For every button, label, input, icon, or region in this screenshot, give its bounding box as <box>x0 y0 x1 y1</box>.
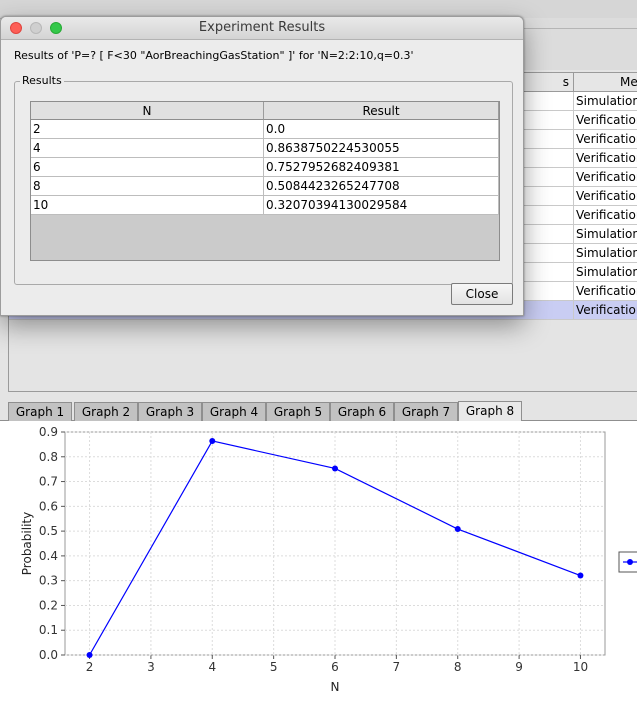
method-cell[interactable]: Verification <box>574 130 637 149</box>
results-cell-n[interactable]: 2 <box>31 120 264 139</box>
results-table[interactable]: N Result 2 0.0 4 0.8638750224530055 6 0.7527952… <box>30 101 500 261</box>
x-tick-label: 2 <box>86 660 94 674</box>
x-tick-label: 10 <box>573 660 588 674</box>
method-cell[interactable]: Simulation <box>574 225 637 244</box>
data-point <box>577 572 584 579</box>
method-cell[interactable]: Verification <box>574 301 637 320</box>
dialog-title: Experiment Results <box>198 20 326 35</box>
method-cell[interactable]: Verification <box>574 111 637 130</box>
method-cell[interactable]: Verification <box>574 206 637 225</box>
tab-graph-7[interactable]: Graph 7 <box>394 402 458 421</box>
line-chart: 2 3 4 5 6 7 8 9 10 0.0 0.1 0.2 0.3 0.4 0.5 0.6 0.7 0.8 0.9… <box>20 425 637 694</box>
tab-graph-2[interactable]: Graph 2 <box>74 402 138 421</box>
x-tick-label: 9 <box>515 660 523 674</box>
results-cell-result[interactable]: 0.32070394130029584 <box>264 196 499 215</box>
y-axis-label: Probability <box>20 512 34 575</box>
results-column-header-result[interactable]: Result <box>264 102 499 120</box>
results-cell-n[interactable]: 8 <box>31 177 264 196</box>
x-tick-label: 8 <box>454 660 462 674</box>
y-tick-label: 0.9 <box>39 425 58 439</box>
y-tick-label: 0.5 <box>39 524 58 538</box>
close-window-icon[interactable] <box>10 22 22 34</box>
tab-graph-1[interactable]: Graph 1 <box>8 402 72 421</box>
results-group: Results N Result 2 0.0 4 0.8638750224530055 6 0… <box>14 74 513 285</box>
method-cell[interactable]: Simulation <box>574 92 637 111</box>
legend-series-marker <box>627 559 633 565</box>
results-cell-n[interactable]: 10 <box>31 196 264 215</box>
results-cell-result[interactable]: 0.0 <box>264 120 499 139</box>
tab-graph-3[interactable]: Graph 3 <box>138 402 202 421</box>
data-point <box>86 652 93 658</box>
results-cell-n[interactable]: 6 <box>31 158 264 177</box>
experiment-results-dialog: Experiment Results Results of 'P=? [ F<3… <box>0 16 524 316</box>
minimize-window-icon[interactable] <box>30 22 42 34</box>
results-column-header-n[interactable]: N <box>31 102 264 120</box>
x-tick-label: 7 <box>393 660 401 674</box>
table-empty-area <box>9 320 637 391</box>
results-group-label: Results <box>20 74 64 88</box>
y-tick-label: 0.6 <box>39 499 58 513</box>
x-tick-label: 5 <box>270 660 278 674</box>
x-axis-label: N <box>331 680 340 694</box>
y-tick-label: 0.4 <box>39 549 58 563</box>
y-tick-label: 0.0 <box>39 648 58 662</box>
column-header-method[interactable]: Me <box>574 73 637 92</box>
data-point <box>454 526 461 533</box>
results-description: Results of 'P=? [ F<30 "AorBreachingGasS… <box>14 49 414 62</box>
tab-graph-6[interactable]: Graph 6 <box>330 402 394 421</box>
maximize-window-icon[interactable] <box>50 22 62 34</box>
data-point <box>209 437 216 444</box>
close-button[interactable]: Close <box>451 283 513 305</box>
method-cell[interactable]: Verification <box>574 149 637 168</box>
tab-graph-4[interactable]: Graph 4 <box>202 402 266 421</box>
tab-graph-5[interactable]: Graph 5 <box>266 402 330 421</box>
x-tick-label: 3 <box>147 660 155 674</box>
method-cell[interactable]: Simulation <box>574 244 637 263</box>
y-tick-label: 0.3 <box>39 574 58 588</box>
results-cell-result[interactable]: 0.5084423265247708 <box>264 177 499 196</box>
results-cell-n[interactable]: 4 <box>31 139 264 158</box>
y-tick-label: 0.7 <box>39 475 58 489</box>
y-tick-label: 0.8 <box>39 450 58 464</box>
x-tick-label: 4 <box>208 660 216 674</box>
results-cell-result[interactable]: 0.8638750224530055 <box>264 139 499 158</box>
toolbar-area <box>520 18 637 70</box>
method-cell[interactable]: Verification <box>574 168 637 187</box>
method-cell[interactable]: Verification <box>574 282 637 301</box>
y-tick-label: 0.1 <box>39 623 58 637</box>
dialog-titlebar[interactable]: Experiment Results <box>1 17 523 40</box>
graph-panel: 2 3 4 5 6 7 8 9 10 0.0 0.1 0.2 0.3 0.4 0.5 0.6 0.7 0.8 0.9… <box>0 421 637 703</box>
method-cell[interactable]: Simulation <box>574 263 637 282</box>
data-point <box>332 465 338 472</box>
method-cell[interactable]: Verification <box>574 187 637 206</box>
results-cell-result[interactable]: 0.7527952682409381 <box>264 158 499 177</box>
tab-graph-8[interactable]: Graph 8 <box>458 401 522 422</box>
x-tick-label: 6 <box>331 660 339 674</box>
y-tick-label: 0.2 <box>39 598 58 612</box>
